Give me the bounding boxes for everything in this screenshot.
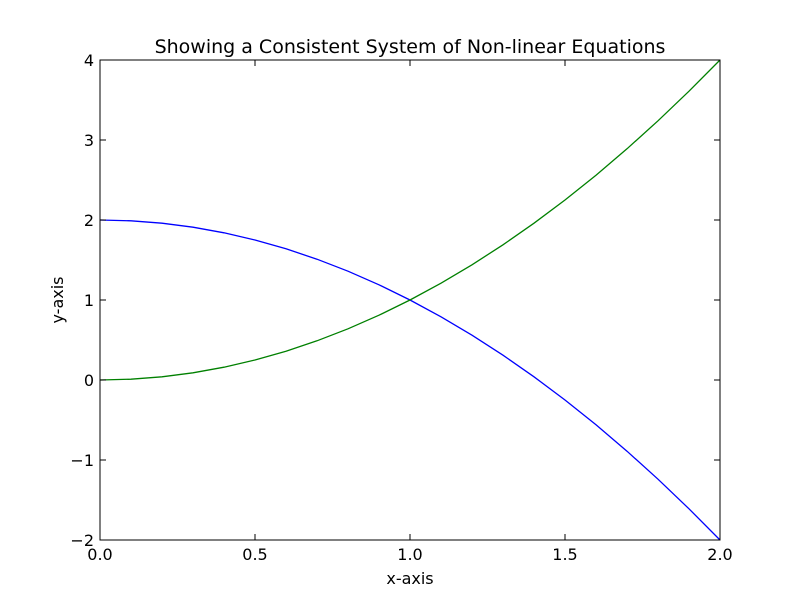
x-tick-label: 2.0 xyxy=(707,545,732,564)
y-tick-label: 3 xyxy=(84,131,94,150)
y-tick-label: 2 xyxy=(84,211,94,230)
y-tick-label: −1 xyxy=(70,451,94,470)
series-line-1 xyxy=(99,219,721,541)
y-axis-title: y-axis xyxy=(48,276,67,323)
x-tick-label: 0.5 xyxy=(242,545,267,564)
x-tick-label: 1.5 xyxy=(552,545,577,564)
chart-title: Showing a Consistent System of Non-linea… xyxy=(155,36,666,58)
y-tick-label: 4 xyxy=(84,51,94,70)
y-tick-label: −2 xyxy=(70,531,94,550)
x-axis-title: x-axis xyxy=(386,569,433,588)
plot-area xyxy=(99,59,721,541)
y-tick-label: 1 xyxy=(84,291,94,310)
y-tick-label: 0 xyxy=(84,371,94,390)
axis-ticks: 0.0 0.5 1.0 1.5 2.0 −2 −1 0 1 2 3 4 xyxy=(70,51,732,564)
x-tick-label: 0.0 xyxy=(87,545,112,564)
series-line-2 xyxy=(99,59,721,381)
x-tick-label: 1.0 xyxy=(397,545,422,564)
